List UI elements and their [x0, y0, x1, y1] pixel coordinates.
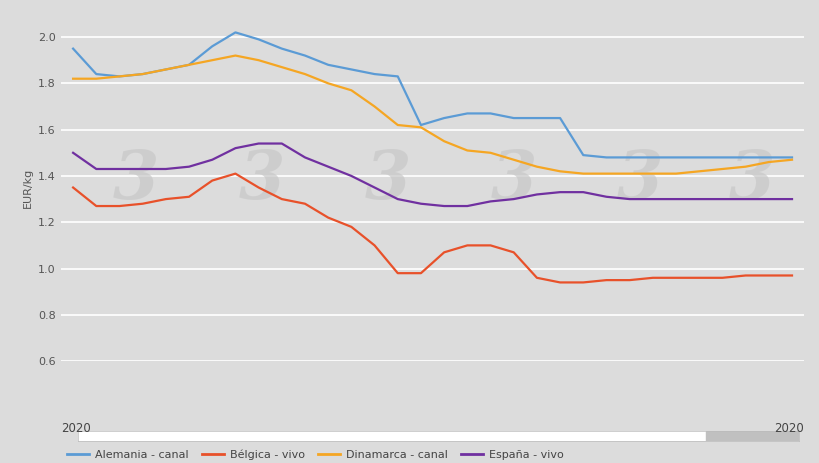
Text: 2020: 2020 — [773, 422, 803, 435]
Text: 3: 3 — [617, 148, 663, 213]
Text: 3: 3 — [112, 148, 159, 213]
Text: 3: 3 — [364, 148, 410, 213]
Text: 2020: 2020 — [61, 422, 91, 435]
Text: 3: 3 — [238, 148, 285, 213]
Bar — [705, 431, 799, 441]
Text: 3: 3 — [491, 148, 536, 213]
Y-axis label: EUR/kg: EUR/kg — [23, 168, 33, 207]
Legend: Alemania - canal, Bélgica - vivo, Dinamarca - canal, España - vivo: Alemania - canal, Bélgica - vivo, Dinama… — [67, 449, 563, 460]
Text: 3: 3 — [727, 148, 774, 213]
